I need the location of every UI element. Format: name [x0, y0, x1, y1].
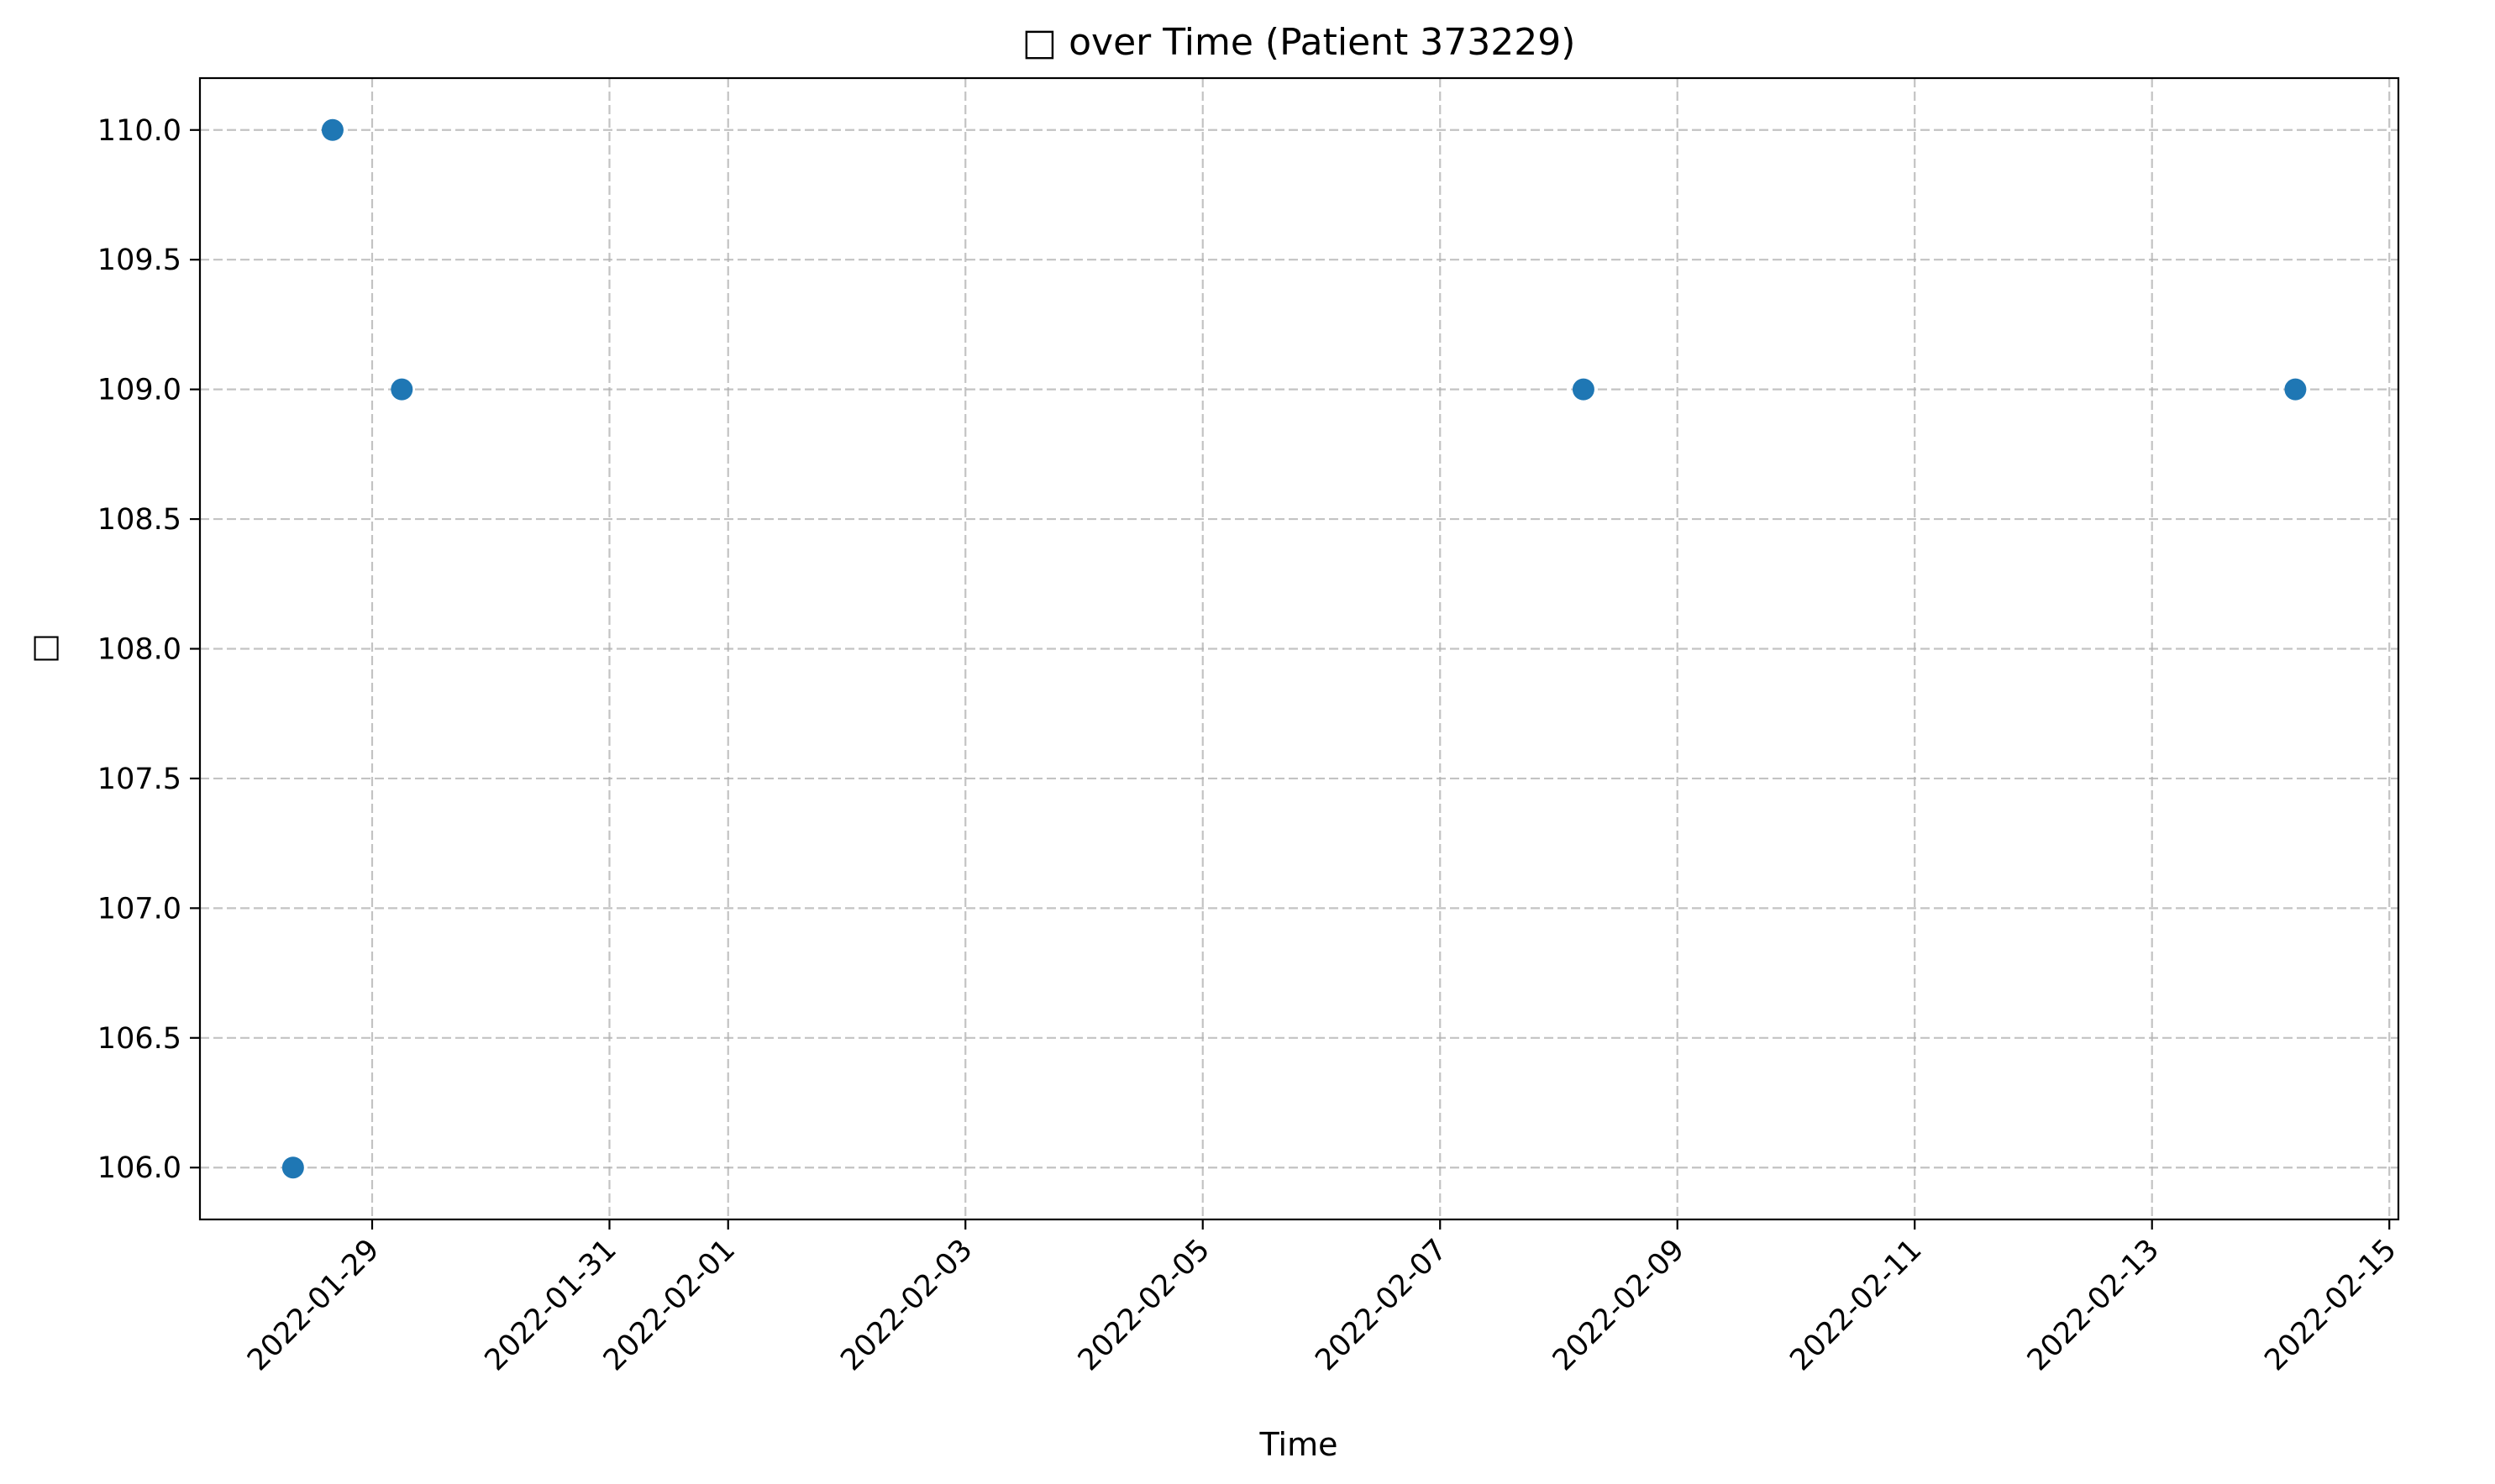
y-tick-label: 106.0 [97, 1151, 181, 1185]
y-tick-label: 107.0 [97, 892, 181, 926]
y-tick-label: 109.0 [97, 374, 181, 407]
data-point [1572, 378, 1594, 401]
y-tick-label: 110.0 [97, 114, 181, 148]
data-point [391, 378, 413, 401]
data-point [321, 118, 344, 141]
y-tick-label: 108.5 [97, 503, 181, 537]
x-axis-label: Time [1259, 1426, 1338, 1463]
y-tick-label: 108.0 [97, 633, 181, 667]
data-points [281, 118, 2307, 1179]
y-tick-label: 109.5 [97, 244, 181, 277]
grid-layer [200, 78, 2398, 1219]
chart-title: □ over Time (Patient 373229) [1022, 21, 1576, 64]
y-tick-label: 106.5 [97, 1022, 181, 1056]
data-point [2284, 378, 2307, 401]
y-tick-label: 107.5 [97, 763, 181, 796]
data-point [281, 1156, 304, 1179]
y-axis-label: □ [25, 633, 62, 663]
plot-frame [198, 76, 2400, 1221]
